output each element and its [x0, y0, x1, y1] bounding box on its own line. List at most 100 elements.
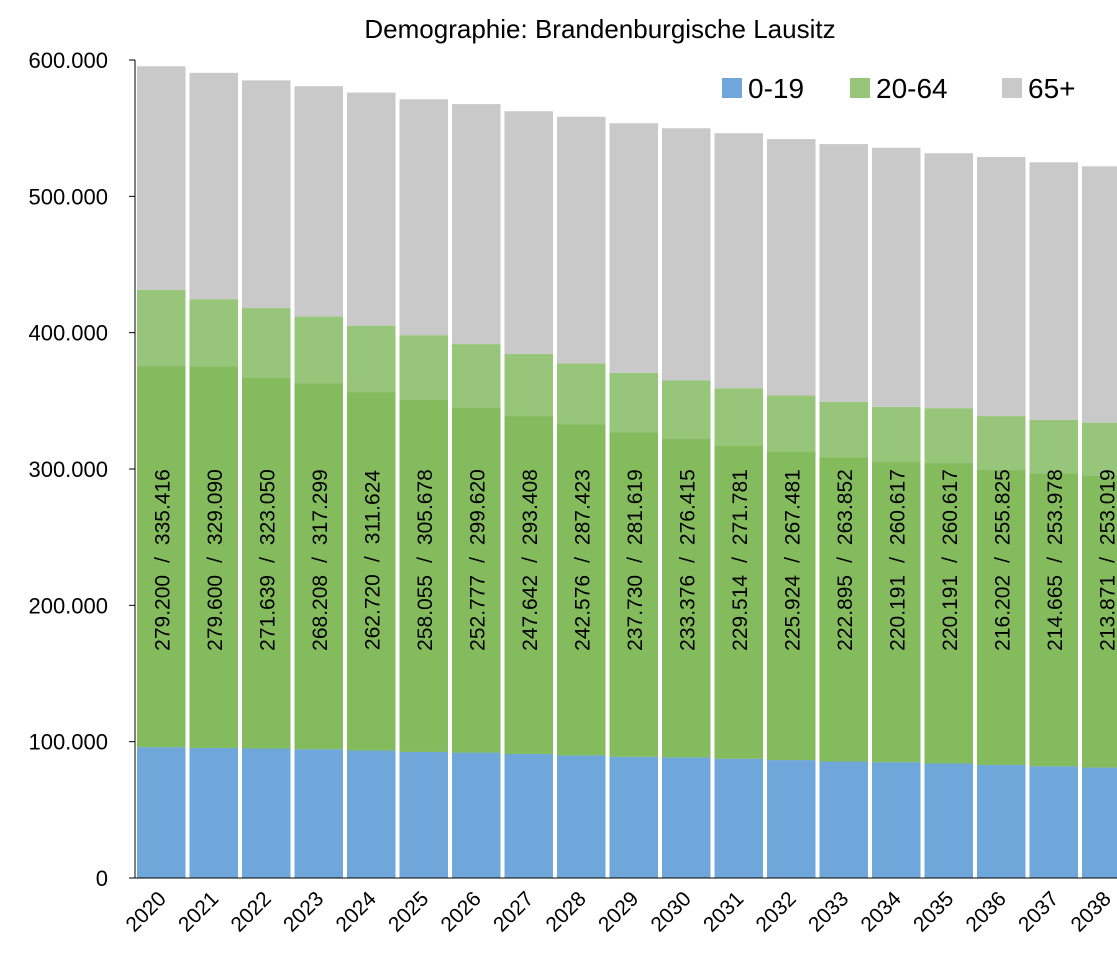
- x-tick-label: 2029: [594, 887, 643, 936]
- data-label-part: 271.639: [256, 575, 279, 651]
- bar-segment: [662, 128, 711, 381]
- data-label: 233.376 / 276.415: [676, 469, 699, 651]
- data-label-separator: /: [519, 557, 542, 563]
- data-label-part: 329.090: [204, 469, 227, 545]
- legend-swatch: [722, 78, 742, 98]
- bar-segment: [924, 153, 973, 409]
- bar-segment: [662, 757, 711, 878]
- bar-segment: [347, 92, 396, 326]
- legend-swatch: [1002, 78, 1022, 98]
- data-label: 247.642 / 293.408: [519, 469, 542, 651]
- bar-segment: [714, 758, 763, 878]
- overlay-bar: [767, 452, 816, 761]
- data-label-part: 233.376: [676, 575, 699, 651]
- data-label-separator: /: [729, 557, 752, 563]
- bar-segment: [189, 72, 238, 300]
- data-label: 216.202 / 255.825: [991, 469, 1014, 651]
- data-label-separator: /: [361, 556, 384, 562]
- data-label-separator: /: [414, 557, 437, 563]
- overlay-bar: [504, 416, 553, 754]
- bar-segment: [557, 116, 606, 364]
- bar-segment: [242, 80, 291, 309]
- data-label-part: 214.665: [1044, 575, 1067, 651]
- data-label-separator: /: [1096, 557, 1117, 563]
- bar-segment: [504, 753, 553, 878]
- data-label: 229.514 / 271.781: [729, 469, 752, 651]
- x-tick-label: 2035: [909, 887, 958, 936]
- y-tick-label: 400.000: [28, 321, 108, 346]
- data-label-separator: /: [571, 557, 594, 563]
- data-label: 279.600 / 329.090: [204, 469, 227, 651]
- chart-title: Demographie: Brandenburgische Lausitz: [364, 14, 835, 44]
- bar-segment: [819, 144, 868, 402]
- data-label: 262.720 / 311.624: [361, 470, 384, 650]
- data-label-separator: /: [624, 557, 647, 563]
- overlay-bar: [557, 424, 606, 756]
- overlay-bar: [189, 366, 238, 748]
- bar-segment: [137, 66, 186, 290]
- x-tick-label: 2028: [541, 887, 590, 936]
- bar-segment: [1082, 166, 1117, 423]
- data-label-part: 271.781: [729, 469, 752, 545]
- data-label-part: 262.720: [361, 574, 384, 650]
- data-label-separator: /: [781, 557, 804, 563]
- data-label-separator: /: [1044, 557, 1067, 563]
- data-label-separator: /: [939, 557, 962, 563]
- overlay-bar: [819, 457, 868, 762]
- bar-segment: [977, 764, 1026, 878]
- data-label-part: 279.600: [204, 575, 227, 651]
- data-label: 258.055 / 305.678: [414, 469, 437, 651]
- bar-segment: [767, 760, 816, 878]
- data-label: 220.191 / 260.617: [939, 469, 962, 651]
- data-label-separator: /: [466, 557, 489, 563]
- data-label-separator: /: [151, 557, 174, 563]
- data-label-separator: /: [256, 557, 279, 563]
- bar-segment: [557, 755, 606, 878]
- y-tick-label: 200.000: [28, 593, 108, 618]
- data-label-part: 229.514: [729, 575, 752, 651]
- x-tick-label: 2027: [489, 887, 538, 936]
- overlay-bar: [294, 383, 343, 750]
- overlay-bar: [977, 470, 1026, 765]
- x-tick-label: 2037: [1014, 887, 1063, 936]
- x-tick-label: 2021: [174, 887, 223, 936]
- bar-segment: [609, 123, 658, 373]
- data-label-part: 253.978: [1044, 469, 1067, 545]
- y-tick-label: 300.000: [28, 457, 108, 482]
- x-tick-label: 2038: [1066, 887, 1115, 936]
- overlay-bar: [347, 392, 396, 751]
- x-tick-label: 2024: [331, 887, 381, 937]
- bar-segment: [924, 763, 973, 878]
- data-label: 222.895 / 263.852: [834, 469, 857, 651]
- data-label-separator: /: [309, 557, 332, 563]
- data-label-part: 258.055: [414, 575, 437, 651]
- data-label-separator: /: [886, 557, 909, 563]
- x-tick-label: 2022: [226, 887, 275, 936]
- bar-segment: [242, 748, 291, 878]
- data-label-part: 305.678: [414, 469, 437, 545]
- legend-label: 0-19: [748, 73, 804, 104]
- bar-segment: [347, 750, 396, 878]
- data-label-part: 311.624: [361, 470, 384, 545]
- bar-segment: [872, 762, 921, 878]
- data-label-part: 293.408: [519, 469, 542, 545]
- data-label: 242.576 / 287.423: [571, 469, 594, 651]
- x-tick-label: 2033: [804, 887, 853, 936]
- y-tick-label: 600.000: [28, 48, 108, 73]
- x-tick-label: 2023: [279, 887, 328, 936]
- bar-segment: [294, 86, 343, 317]
- overlay-bar: [399, 400, 448, 752]
- data-label-part: 220.191: [939, 575, 962, 651]
- overlay-bar: [662, 439, 711, 758]
- data-label-part: 276.415: [676, 469, 699, 545]
- y-tick-label: 0: [96, 866, 108, 891]
- overlay-bar: [872, 461, 921, 763]
- x-tick-label: 2020: [121, 887, 170, 936]
- bar-segment: [504, 111, 553, 354]
- x-tick-label: 2025: [384, 887, 433, 936]
- data-label-part: 225.924: [781, 575, 804, 651]
- data-label: 271.639 / 323.050: [256, 469, 279, 651]
- data-label-part: 267.481: [781, 469, 804, 545]
